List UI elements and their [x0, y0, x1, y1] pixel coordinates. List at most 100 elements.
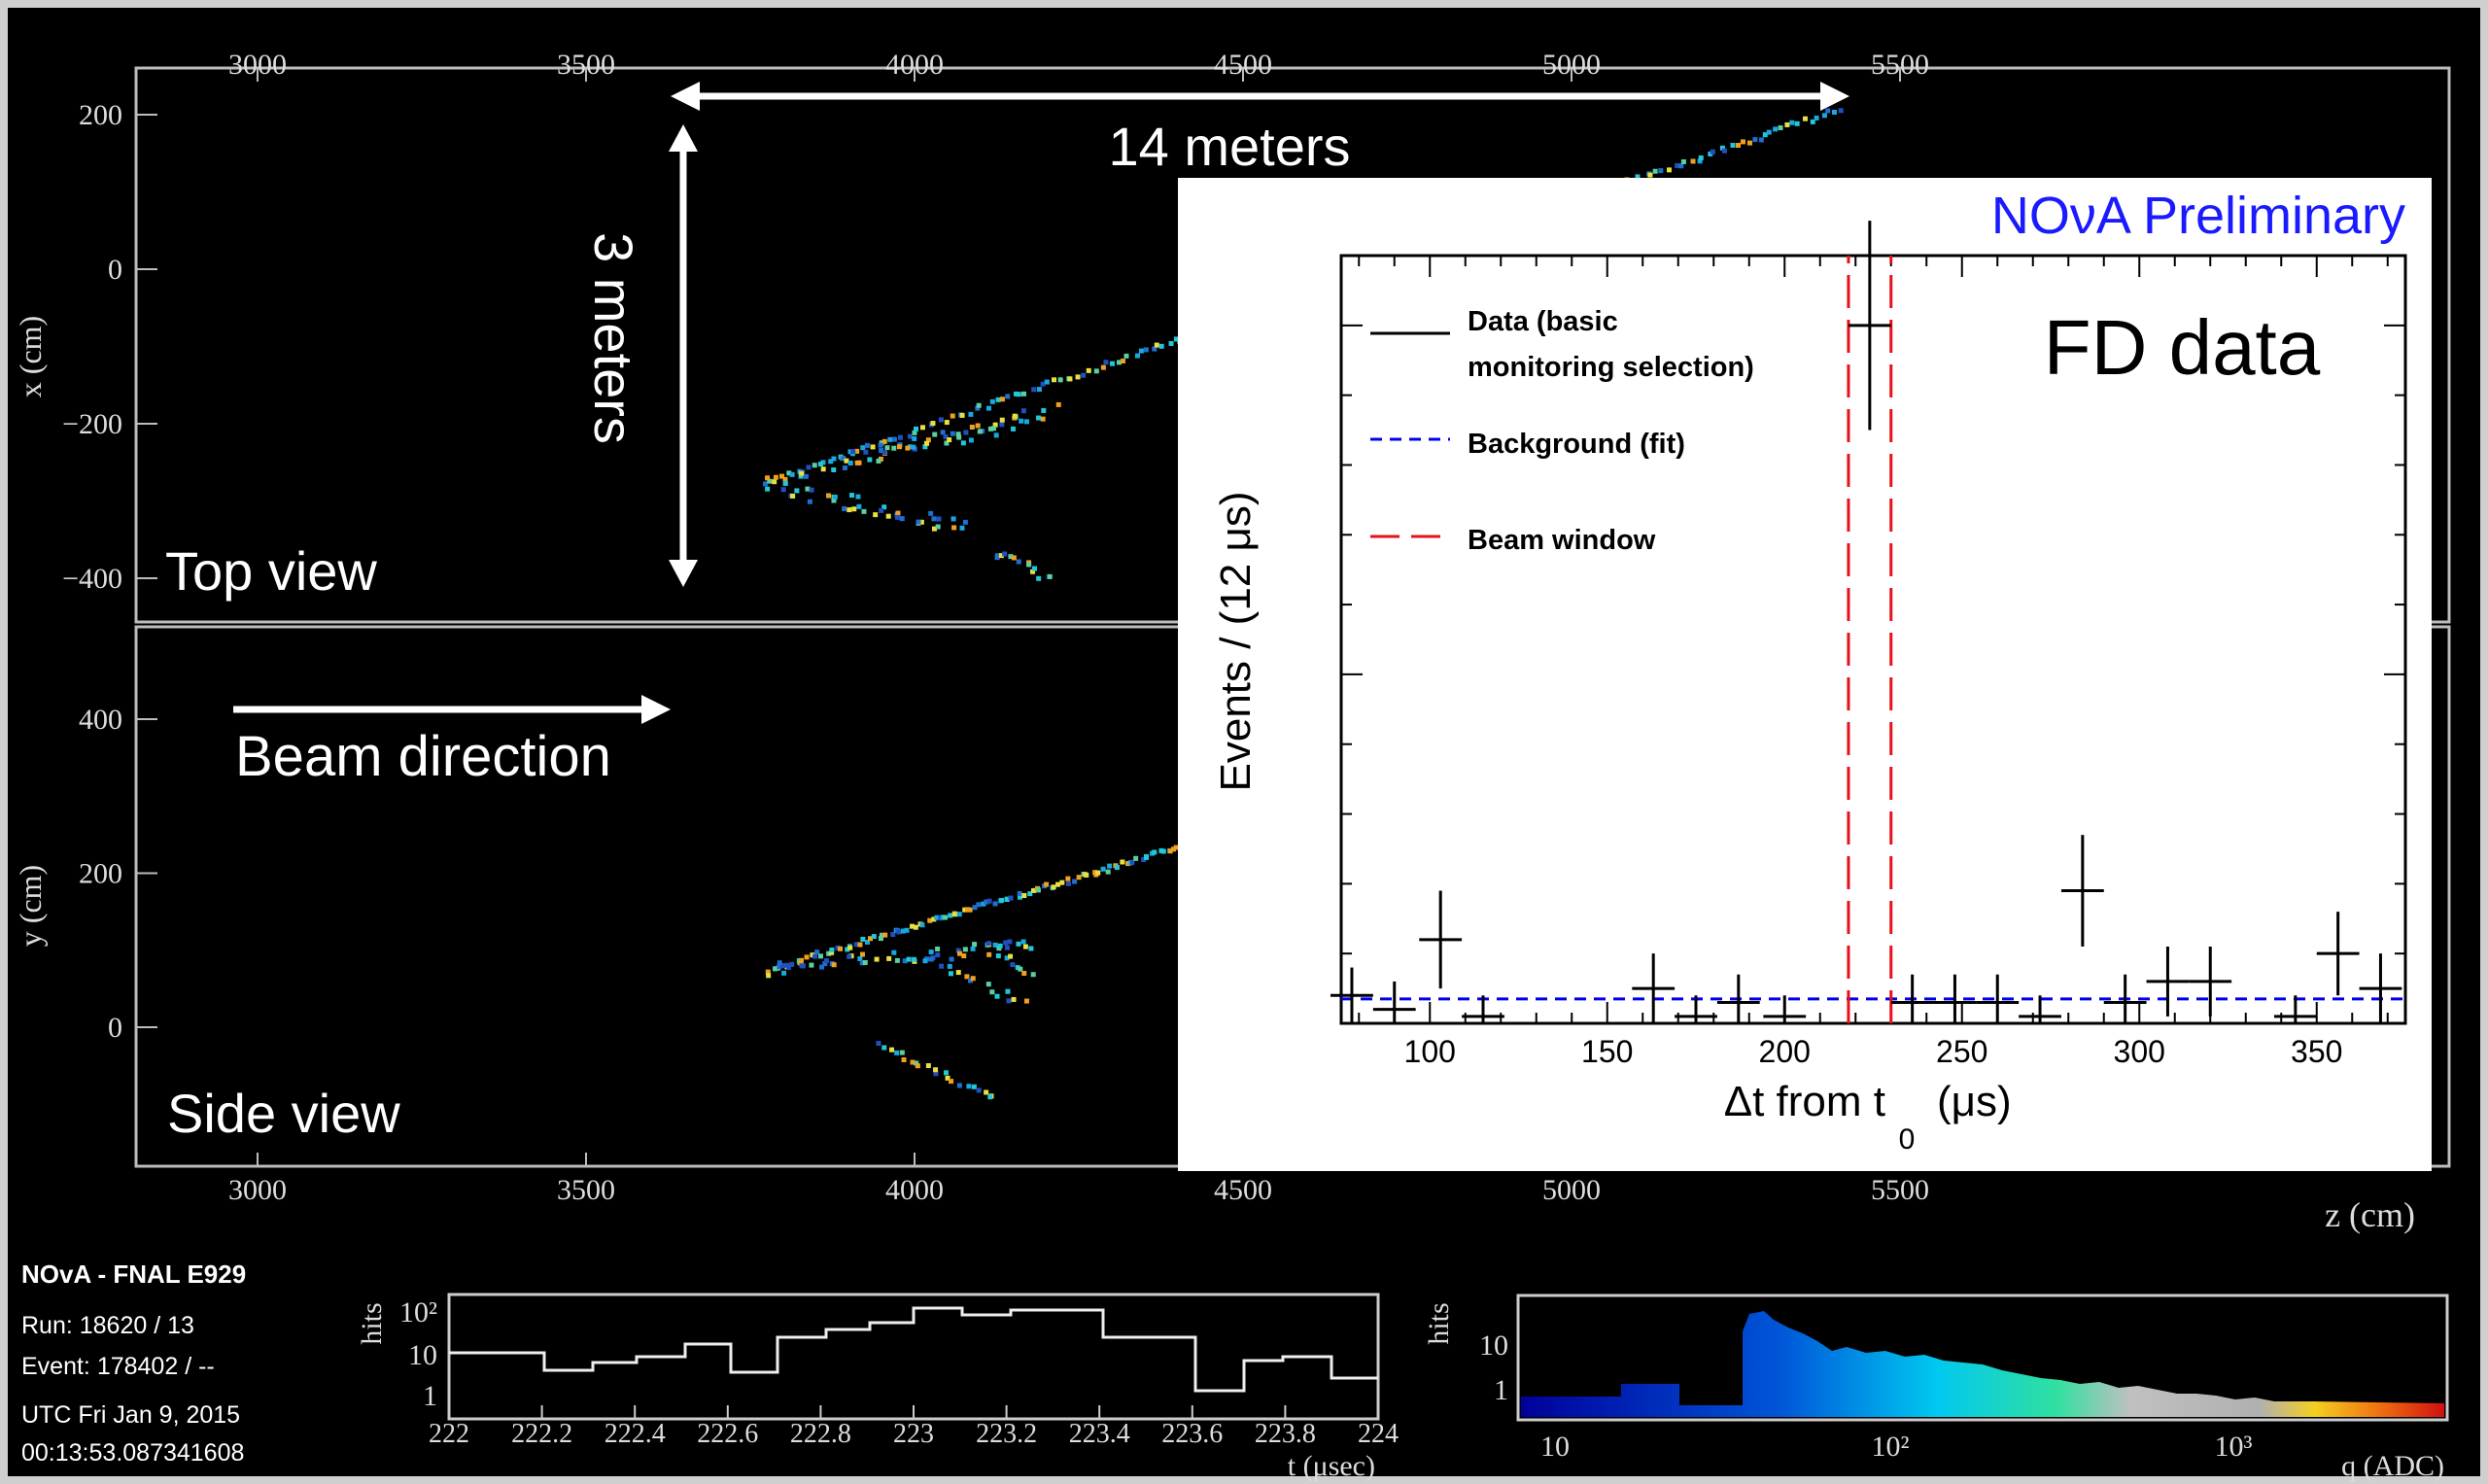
legend-background-label: Background (fit) — [1468, 429, 1685, 460]
top-view-hit — [975, 405, 981, 411]
side-view-hit — [965, 907, 971, 913]
inset-x-label-unit: (μs) — [1937, 1078, 2012, 1125]
inset-x-tick-label: 200 — [1759, 1034, 1811, 1069]
top-view-hit — [765, 475, 771, 481]
top-view-hit — [844, 458, 849, 464]
side-view-hit — [882, 932, 888, 938]
top-view-hit — [1013, 391, 1019, 397]
side-view-hit — [765, 969, 771, 975]
side-view-hit — [931, 916, 937, 922]
top-view-hit — [1011, 426, 1017, 431]
top-view-hit — [894, 514, 900, 520]
top-view-hit — [879, 448, 884, 454]
side-view-hit — [862, 960, 868, 966]
top-view-hit — [864, 442, 870, 448]
z-axis-label: z (cm) — [2325, 1195, 2415, 1234]
side-view-hit — [1030, 972, 1036, 978]
top-view-hit — [1710, 149, 1715, 155]
top-view-hit — [908, 444, 914, 450]
side-view-hit — [999, 897, 1005, 903]
side-view-hit — [992, 901, 998, 907]
top-view-hit — [790, 493, 796, 499]
side-view-hit — [1005, 988, 1011, 994]
top-view-hit — [936, 516, 942, 522]
data-point — [1976, 974, 2020, 1023]
side-view-hit — [871, 934, 877, 940]
top-view-hit — [1103, 360, 1109, 365]
top-view-hit — [925, 437, 931, 443]
top-view-hit — [887, 436, 893, 442]
side-view-hits — [765, 845, 1179, 1100]
side-view-hit — [1100, 866, 1106, 872]
inset-x-tick-label: 100 — [1404, 1034, 1456, 1069]
side-view-hit — [1120, 859, 1125, 865]
top-view-hit — [951, 525, 957, 531]
side-view-hit — [881, 1045, 887, 1051]
time-hist-ytick: 10 — [408, 1339, 437, 1371]
side-view-hit — [1003, 940, 1009, 946]
data-point — [1675, 995, 1717, 1023]
side-view-hit — [935, 952, 941, 958]
top-view-hit — [998, 553, 1004, 559]
top-view-hit — [891, 445, 897, 451]
side-view-hit — [1084, 872, 1089, 878]
side-view-hit — [989, 989, 995, 995]
side-view-hit — [1076, 875, 1082, 880]
side-view-hit — [879, 932, 884, 938]
inset-y-label: Events / (12 μs) — [1212, 491, 1260, 791]
side-view-hit — [777, 964, 782, 970]
top-view-hit — [1075, 374, 1081, 380]
side-view-y-axis: 400 200 0 — [79, 704, 157, 1044]
top-view-hit — [831, 466, 837, 472]
side-view-hit — [766, 973, 772, 979]
side-view-hit — [829, 949, 835, 955]
side-view-hit — [779, 963, 785, 969]
side-view-hit — [886, 955, 892, 961]
data-point — [2060, 835, 2104, 947]
side-view-hit — [1055, 881, 1061, 887]
side-view-hit — [943, 1070, 949, 1076]
inset-plot-frame — [1339, 254, 2407, 1025]
top-view-hit — [807, 499, 812, 504]
side-view-hit — [1173, 845, 1179, 850]
top-view-hit — [1740, 139, 1745, 145]
top-view-hit — [940, 430, 946, 435]
top-view-hit — [944, 420, 950, 426]
top-view-hit — [762, 481, 768, 487]
side-view-hit — [925, 1063, 931, 1069]
inset-plot: NOνA Preliminary FD data Events / (12 μs… — [1178, 178, 2432, 1171]
top-view-hit — [798, 473, 804, 479]
top-view-hit — [1081, 372, 1087, 378]
top-view-hit — [1026, 562, 1032, 568]
data-point — [1632, 953, 1676, 1023]
side-view-hit — [810, 952, 815, 958]
side-view-hit — [972, 905, 978, 911]
top-view-hit — [1721, 148, 1727, 154]
data-point — [2189, 947, 2232, 1017]
data-point — [2019, 995, 2061, 1023]
side-view-hit — [777, 960, 782, 966]
top-view-hit — [960, 440, 966, 446]
top-view-hit — [881, 504, 887, 510]
side-view-hit — [819, 964, 825, 970]
top-view-hit — [1666, 167, 1672, 173]
data-point — [2316, 912, 2360, 996]
length-arrow — [671, 82, 1849, 111]
side-view-hit — [949, 1079, 954, 1085]
legend-data-label: Data (basic — [1468, 306, 1618, 337]
time-histogram-y-label: hits — [356, 1302, 388, 1344]
top-view-hit — [1019, 418, 1024, 424]
top-view-hit — [850, 449, 856, 455]
top-view-hit — [772, 479, 778, 485]
inset-x-tick-label: 150 — [1581, 1034, 1633, 1069]
data-point — [2273, 995, 2317, 1023]
side-view-hit — [1065, 880, 1071, 886]
top-view-hit — [1647, 172, 1653, 178]
data-point — [2103, 974, 2147, 1023]
side-view-hit — [874, 956, 880, 962]
top-view-hit — [1658, 168, 1664, 174]
side-view-hit — [799, 963, 805, 969]
top-view-hit — [935, 524, 941, 530]
side-view-hit — [826, 950, 832, 956]
top-view-hit — [1698, 155, 1704, 160]
